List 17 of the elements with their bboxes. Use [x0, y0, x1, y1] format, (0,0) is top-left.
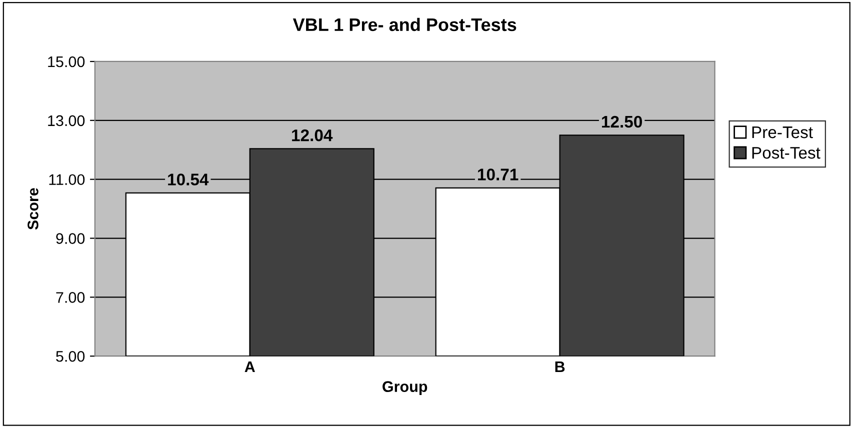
y-axis-title: Score: [28, 188, 38, 230]
legend-label: Pre-Test: [752, 126, 813, 138]
y-tick-label: 5.00: [56, 350, 85, 362]
y-tick-label: 13.00: [48, 115, 85, 126]
x-tick-label: B: [555, 362, 565, 372]
x-axis-title: Group: [382, 381, 428, 396]
y-tick-label: 9.00: [56, 233, 85, 244]
text: 12.04: [292, 129, 333, 142]
y-tick-label: 15.00: [48, 56, 85, 68]
text: 10.54: [168, 174, 209, 186]
legend-label: Post-Test: [752, 147, 820, 159]
text: 12.50: [602, 116, 642, 128]
y-tick-label: 11.00: [49, 174, 85, 186]
y-tick-label: 7.00: [56, 292, 85, 303]
text: 10.71: [478, 168, 518, 180]
chart-title: VBL 1 Pre- and Post-Tests: [292, 18, 516, 32]
x-tick-label: A: [244, 362, 255, 372]
